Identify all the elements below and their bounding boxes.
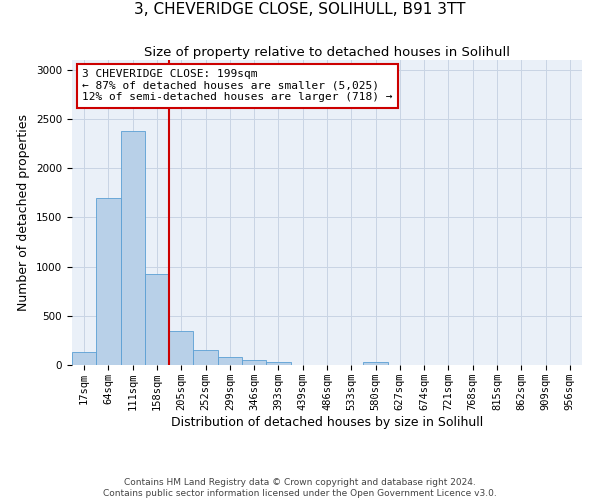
Bar [242, 360, 266, 365]
Text: 3, CHEVERIDGE CLOSE, SOLIHULL, B91 3TT: 3, CHEVERIDGE CLOSE, SOLIHULL, B91 3TT [134, 2, 466, 18]
X-axis label: Distribution of detached houses by size in Solihull: Distribution of detached houses by size … [171, 416, 483, 428]
Text: 3 CHEVERIDGE CLOSE: 199sqm
← 87% of detached houses are smaller (5,025)
12% of s: 3 CHEVERIDGE CLOSE: 199sqm ← 87% of deta… [82, 69, 392, 102]
Y-axis label: Number of detached properties: Number of detached properties [17, 114, 31, 311]
Bar [364, 362, 388, 365]
Bar [96, 198, 121, 365]
Bar [169, 330, 193, 365]
Bar [121, 131, 145, 365]
Bar [72, 352, 96, 365]
Text: Contains HM Land Registry data © Crown copyright and database right 2024.
Contai: Contains HM Land Registry data © Crown c… [103, 478, 497, 498]
Bar [218, 357, 242, 365]
Bar [193, 350, 218, 365]
Bar [266, 362, 290, 365]
Title: Size of property relative to detached houses in Solihull: Size of property relative to detached ho… [144, 46, 510, 59]
Bar [145, 274, 169, 365]
